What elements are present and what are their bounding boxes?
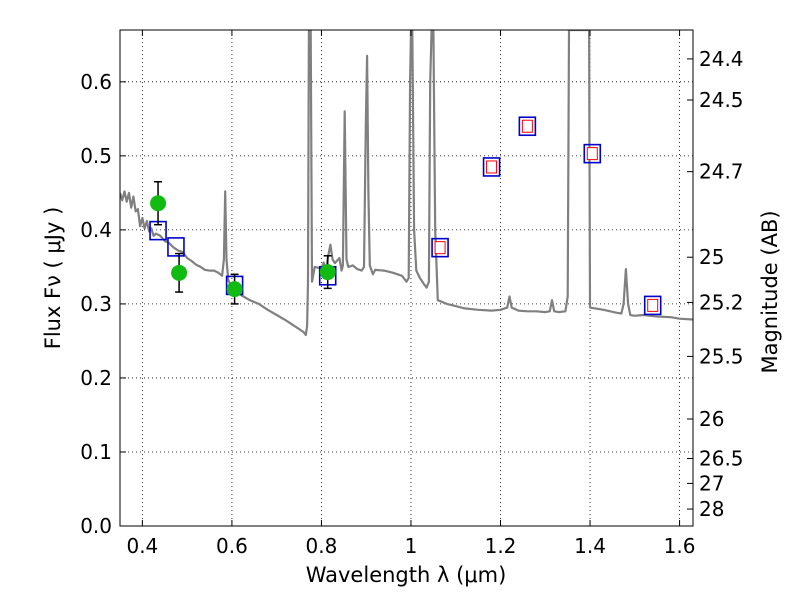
mag-tick-label: 26 — [699, 407, 724, 431]
mag-tick-label: 25.2 — [699, 290, 744, 314]
x-tick-label: 1.6 — [664, 534, 696, 558]
model-flux-box — [431, 237, 449, 258]
y-tick-label: 0.4 — [80, 218, 112, 242]
plot-frame — [119, 29, 694, 527]
x-tick-label: 1.2 — [485, 534, 517, 558]
x-tick-label: 0.4 — [126, 534, 158, 558]
mag-tick-label: 24.5 — [699, 88, 744, 112]
x-tick-label: 0.6 — [216, 534, 248, 558]
mag-tick-label: 25.5 — [699, 344, 744, 368]
y-axis-label: Flux Fν ( μJy ) — [41, 207, 65, 350]
observed-flux-point — [226, 281, 243, 298]
mag-tick-label: 25 — [699, 245, 724, 269]
mag-tick-label: 24.4 — [699, 47, 744, 71]
magnitude-axis-label: Magnitude (AB) — [758, 210, 782, 373]
y-tick-label: 0.5 — [80, 144, 112, 168]
y-tick-label: 0.2 — [80, 366, 112, 390]
model-flux-inner — [521, 119, 533, 133]
mag-tick-label: 24.7 — [699, 160, 744, 184]
ticks: 0.4 0.6 0.8 1 1.2 1.4 1.6 0.0 0.1 0.2 0.3 0.4 0.5 0.6… — [80, 30, 744, 558]
markers — [149, 116, 662, 316]
observed-flux-point — [150, 195, 167, 212]
x-tick-label: 0.8 — [306, 534, 338, 558]
model-flux-box — [643, 295, 662, 316]
y-tick-label: 0.1 — [80, 440, 112, 464]
observed-flux-point — [319, 264, 336, 281]
mag-tick-label: 26.5 — [699, 446, 744, 470]
model-flux-inner — [486, 160, 498, 174]
y-tick-label: 0.3 — [80, 292, 112, 316]
x-axis-label: Wavelength λ (μm) — [306, 563, 507, 587]
y-tick-label: 0.6 — [80, 70, 112, 94]
model-flux-box — [167, 237, 185, 257]
y-tick-label: 0.0 — [80, 514, 112, 538]
mag-tick-label: 27 — [699, 471, 724, 495]
observed-flux-point — [171, 264, 188, 281]
model-flux-box — [482, 157, 501, 177]
model-flux-box — [518, 116, 537, 137]
x-tick-label: 1 — [405, 534, 418, 558]
mag-tick-label: 28 — [699, 497, 724, 521]
model-flux-box — [583, 143, 602, 164]
model-flux-inner — [586, 147, 598, 161]
x-tick-label: 1.4 — [574, 534, 606, 558]
model-flux-inner — [647, 298, 659, 312]
model-flux-inner — [434, 241, 446, 255]
